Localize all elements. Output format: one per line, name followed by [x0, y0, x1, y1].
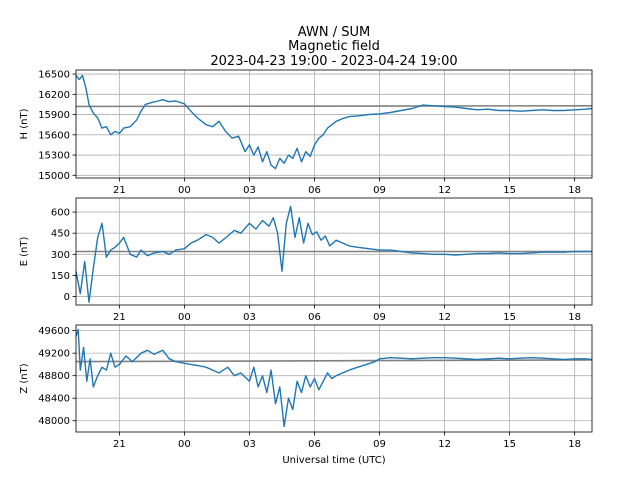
y-axis-label: E (nT)	[19, 237, 30, 267]
y-axis-label: Z (nT)	[19, 363, 30, 393]
y-tick-label: 15600	[38, 130, 70, 141]
x-tick-label: 12	[438, 312, 451, 323]
y-tick-label: 48400	[38, 394, 70, 405]
baseline-line	[76, 359, 592, 363]
x-tick-label: 03	[243, 439, 256, 450]
x-tick-label: 21	[113, 312, 126, 323]
panel-2: 21 00 03 06 09 12 15 18 0 150 300 450 600 E (nT)	[19, 197, 593, 323]
panel-1: 21 00 03 06 09 12 15 18 15000 15300 15600 15900 1620…	[19, 69, 593, 196]
x-tick-label: 15	[503, 439, 516, 450]
y-tick-label: 450	[51, 229, 70, 240]
y-tick-label: 0	[64, 292, 70, 303]
y-tick-label: 15300	[38, 151, 70, 162]
y-tick-label: 15000	[38, 171, 70, 182]
x-tick-label: 12	[438, 439, 451, 450]
title-time-range: 2023-04-23 19:00 - 2023-04-24 19:00	[210, 54, 457, 69]
x-tick-label: 06	[308, 312, 321, 323]
x-tick-label: 09	[373, 185, 386, 196]
y-tick-label: 15900	[38, 110, 70, 121]
x-tick-label: 18	[568, 439, 581, 450]
x-axis-label: Universal time (UTC)	[282, 455, 385, 466]
x-tick-label: 09	[373, 439, 386, 450]
panel-frame	[75, 197, 593, 306]
y-tick-label: 48800	[38, 371, 70, 382]
panel-frame	[75, 324, 593, 433]
y-tick-label: 300	[51, 250, 70, 261]
data-series-line	[76, 205, 592, 303]
x-tick-label: 03	[243, 185, 256, 196]
y-tick-label: 600	[51, 208, 70, 219]
panel-3: 21 00 03 06 09 12 15 18 48000 48400 48800 49200 4960…	[19, 324, 593, 450]
x-tick-label: 00	[178, 312, 191, 323]
y-tick-label: 150	[51, 271, 70, 282]
x-tick-label: 09	[373, 312, 386, 323]
x-tick-label: 18	[568, 312, 581, 323]
x-tick-label: 06	[308, 439, 321, 450]
data-series-line	[76, 328, 592, 428]
x-tick-label: 00	[178, 185, 191, 196]
x-tick-label: 21	[113, 439, 126, 450]
y-tick-label: 16500	[38, 70, 70, 81]
panel-frame	[75, 69, 593, 179]
x-tick-label: 12	[438, 185, 451, 196]
y-tick-label: 49200	[38, 349, 70, 360]
title-station: AWN / SUM	[298, 25, 370, 40]
panels: 21 00 03 06 09 12 15 18150001530015600159001620…	[19, 69, 593, 450]
x-tick-label: 00	[178, 439, 191, 450]
x-tick-label: 03	[243, 312, 256, 323]
x-tick-label: 06	[308, 185, 321, 196]
x-tick-label: 15	[503, 185, 516, 196]
title-quantity: Magnetic field	[288, 39, 380, 54]
y-axis-label: H (nT)	[19, 108, 30, 139]
x-tick-label: 21	[113, 185, 126, 196]
baseline-line	[76, 104, 592, 108]
x-tick-label: 15	[503, 312, 516, 323]
data-series-line	[76, 74, 592, 170]
y-tick-label: 16200	[38, 90, 70, 101]
x-tick-label: 18	[568, 185, 581, 196]
y-tick-label: 49600	[38, 326, 70, 337]
y-tick-label: 48000	[38, 416, 70, 427]
